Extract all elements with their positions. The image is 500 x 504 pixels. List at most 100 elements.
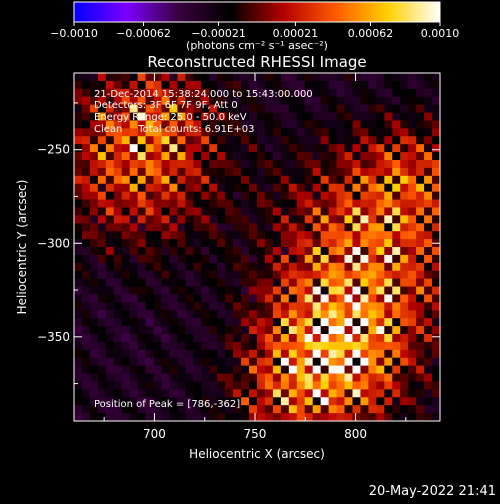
heatmap-cell — [328, 349, 338, 359]
heatmap-cell — [209, 254, 218, 264]
heatmap-cell — [320, 278, 330, 288]
heatmap-cell — [121, 294, 131, 303]
heatmap-cell — [304, 302, 314, 311]
heatmap-cell — [368, 334, 377, 343]
heatmap-cell — [169, 88, 178, 98]
heatmap-cell — [249, 231, 258, 240]
heatmap-cell — [209, 88, 218, 98]
heatmap-cell — [129, 294, 139, 303]
heatmap-cell — [344, 175, 353, 185]
heatmap-cell — [257, 405, 266, 414]
heatmap-cell — [360, 175, 369, 185]
heatmap-cell — [424, 167, 433, 177]
heatmap-cell — [225, 207, 234, 216]
heatmap-cell — [81, 373, 91, 382]
heatmap-cell — [121, 88, 131, 98]
heatmap-cell — [113, 191, 123, 201]
heatmap-cell — [384, 389, 393, 398]
heatmap-cell — [249, 223, 258, 232]
heatmap-cell — [432, 207, 440, 216]
heatmap-cell — [296, 247, 306, 256]
heatmap-cell — [288, 160, 298, 169]
heatmap-cell — [193, 120, 202, 129]
heatmap-cell — [312, 88, 322, 98]
heatmap-cell — [408, 152, 417, 161]
heatmap-cell — [97, 373, 107, 382]
heatmap-cell — [304, 389, 314, 398]
heatmap-cell — [145, 318, 155, 327]
heatmap-cell — [360, 96, 369, 106]
heatmap-cell — [185, 231, 194, 240]
colorbar — [73, 1, 441, 23]
heatmap-cell — [193, 334, 202, 343]
heatmap-cell — [169, 318, 178, 327]
heatmap-cell — [74, 373, 83, 382]
heatmap-cell — [209, 278, 218, 288]
heatmap-cell — [392, 223, 401, 232]
heatmap-cell — [424, 278, 433, 288]
heatmap-cell — [280, 128, 290, 137]
heatmap-cell — [89, 270, 99, 280]
heatmap-cell — [408, 413, 417, 421]
heatmap-cell — [416, 152, 425, 161]
heatmap-cell — [153, 365, 163, 375]
heatmap-cell — [432, 73, 440, 82]
heatmap-cell — [113, 334, 123, 343]
heatmap-cell — [416, 144, 425, 153]
heatmap-cell — [217, 247, 226, 256]
heatmap-cell — [217, 341, 226, 351]
heatmap-cell — [257, 270, 266, 280]
heatmap-cell — [368, 207, 377, 216]
heatmap-cell — [272, 104, 282, 114]
heatmap-cell — [201, 120, 210, 129]
heatmap-cell — [177, 326, 186, 335]
heatmap-cell — [169, 128, 178, 137]
heatmap-cell — [368, 160, 377, 169]
heatmap-cell — [217, 254, 226, 264]
heatmap-cell — [328, 231, 338, 240]
heatmap-cell — [280, 104, 290, 114]
heatmap-cell — [288, 270, 298, 280]
heatmap-cell — [384, 365, 393, 375]
heatmap-cell — [89, 341, 99, 351]
heatmap-cell — [392, 397, 401, 406]
heatmap-cell — [296, 183, 306, 193]
heatmap-cell — [400, 365, 409, 375]
heatmap-cell — [121, 389, 131, 398]
heatmap-cell — [408, 80, 417, 90]
heatmap-cell — [225, 349, 234, 359]
heatmap-cell — [185, 357, 194, 367]
heatmap-cell — [161, 175, 170, 185]
heatmap-cell — [304, 191, 314, 201]
heatmap-cell — [432, 223, 440, 232]
heatmap-cell — [304, 239, 314, 248]
heatmap-cell — [416, 357, 425, 367]
heatmap-cell — [352, 104, 361, 114]
heatmap-cell — [185, 254, 194, 264]
heatmap-cell — [344, 286, 353, 295]
x-axis-label: Heliocentric X (arcsec) — [189, 447, 325, 461]
heatmap-cell — [296, 286, 306, 295]
heatmap-cell — [217, 152, 226, 161]
heatmap-cell — [169, 326, 178, 335]
heatmap-cell — [233, 286, 242, 295]
heatmap-cell — [249, 270, 258, 280]
heatmap-cell — [408, 120, 417, 129]
heatmap-cell — [217, 294, 226, 303]
heatmap-cell — [249, 381, 258, 390]
heatmap-cell — [121, 334, 131, 343]
heatmap-cell — [288, 254, 298, 264]
heatmap-cell — [296, 120, 306, 129]
heatmap-cell — [288, 128, 298, 137]
heatmap-cell — [304, 341, 314, 351]
heatmap-cell — [368, 239, 377, 248]
heatmap-cell — [264, 413, 274, 421]
heatmap-cell — [113, 389, 123, 398]
heatmap-cell — [169, 160, 178, 169]
heatmap-cell — [129, 112, 139, 121]
heatmap-cell — [296, 104, 306, 114]
heatmap-cell — [81, 334, 91, 343]
heatmap-cell — [304, 167, 314, 177]
heatmap-cell — [74, 88, 83, 98]
heatmap-cell — [137, 302, 147, 311]
